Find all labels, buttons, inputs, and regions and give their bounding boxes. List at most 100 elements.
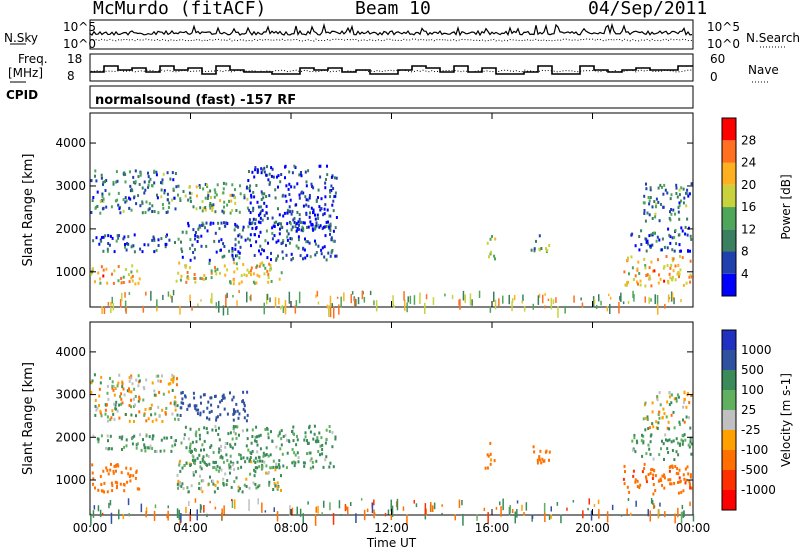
echo-cell <box>489 452 492 456</box>
x-axis-label: Time UT <box>366 536 417 550</box>
echo-cell <box>229 431 232 435</box>
echo-cell <box>215 416 218 420</box>
echo-cell <box>523 305 526 312</box>
echo-cell <box>181 230 184 234</box>
echo-cell <box>151 381 154 385</box>
echo-cell <box>631 439 634 443</box>
echo-cell <box>331 445 334 449</box>
echo-cell <box>112 388 115 392</box>
echo-cell <box>104 403 107 407</box>
echo-cell <box>664 511 666 518</box>
echo-cell <box>680 490 683 494</box>
echo-cell <box>198 433 201 437</box>
echo-cell <box>101 489 104 493</box>
echo-cell <box>683 420 686 424</box>
echo-cell <box>267 436 270 440</box>
echo-cell <box>330 249 333 253</box>
echo-cell <box>677 206 680 209</box>
echo-cell <box>259 459 261 463</box>
echo-cell <box>187 198 190 202</box>
echo-cell <box>115 463 118 467</box>
echo-cell <box>155 418 158 422</box>
echo-cell <box>654 212 657 216</box>
echo-cell <box>253 195 256 199</box>
echo-cell <box>189 464 192 467</box>
echo-cell <box>647 509 649 517</box>
echo-cell <box>685 281 688 285</box>
echo-cell <box>661 416 664 419</box>
echo-cell <box>150 403 153 407</box>
echo-cell <box>238 256 241 260</box>
echo-cell <box>169 294 172 299</box>
echo-cell <box>232 282 235 286</box>
echo-cell <box>109 468 112 472</box>
echo-cell <box>233 468 236 471</box>
echo-cell <box>104 412 107 416</box>
echo-cell <box>271 231 274 235</box>
echo-cell <box>239 245 242 249</box>
echo-cell <box>340 514 342 516</box>
echo-cell <box>538 293 541 298</box>
echo-cell <box>256 450 259 454</box>
echo-cell <box>688 480 691 484</box>
echo-cell <box>263 201 266 205</box>
echo-cell <box>129 189 132 193</box>
echo-cell <box>663 412 666 416</box>
echo-cell <box>182 401 185 405</box>
echo-cell <box>654 215 657 219</box>
echo-cell <box>229 211 232 215</box>
echo-cell <box>112 471 115 475</box>
echo-cell <box>550 514 552 519</box>
echo-cell <box>536 461 539 465</box>
echo-cell <box>673 297 675 305</box>
echo-cell <box>278 298 280 305</box>
echo-cell <box>189 196 192 200</box>
echo-cell <box>639 279 642 283</box>
echo-cell <box>222 460 225 464</box>
echo-cell <box>249 456 252 460</box>
echo-cell <box>290 185 293 189</box>
echo-cell <box>147 175 150 179</box>
echo-cell <box>117 265 120 268</box>
echo-cell <box>552 299 555 305</box>
echo-cell <box>292 439 295 443</box>
colorbar-swatch <box>722 118 736 141</box>
echo-cell <box>206 229 209 233</box>
echo-cell <box>317 188 320 192</box>
echo-cell <box>180 441 183 445</box>
echo-cell <box>261 192 264 196</box>
echo-cell <box>256 264 259 268</box>
echo-cell <box>95 408 98 412</box>
echo-cell <box>309 466 312 470</box>
echo-cell <box>665 255 668 258</box>
echo-cell <box>178 463 181 467</box>
echo-cell <box>202 206 205 210</box>
echo-cell <box>334 191 337 195</box>
echo-cell <box>291 461 294 465</box>
echo-cell <box>201 457 204 461</box>
echo-cell <box>425 508 427 516</box>
echo-cell <box>285 199 288 203</box>
echo-cell <box>308 451 311 455</box>
echo-cell <box>387 509 390 515</box>
echo-cell <box>690 452 693 456</box>
echo-cell <box>222 211 225 215</box>
echo-cell <box>278 432 281 436</box>
echo-cell <box>245 419 248 423</box>
echo-cell <box>153 510 156 521</box>
echo-cell <box>273 221 276 225</box>
echo-cell <box>649 440 652 444</box>
echo-cell <box>166 233 168 237</box>
echo-cell <box>199 225 202 229</box>
echo-cell <box>163 189 166 193</box>
echo-cell <box>652 492 655 496</box>
echo-cell <box>652 425 655 429</box>
echo-cell <box>167 505 169 509</box>
echo-cell <box>469 293 472 306</box>
echo-cell <box>690 394 693 397</box>
colorbar-swatch <box>722 184 736 208</box>
echo-cell <box>357 297 360 305</box>
echo-cell <box>281 452 284 456</box>
echo-cell <box>271 237 274 241</box>
echo-cell <box>151 437 154 441</box>
